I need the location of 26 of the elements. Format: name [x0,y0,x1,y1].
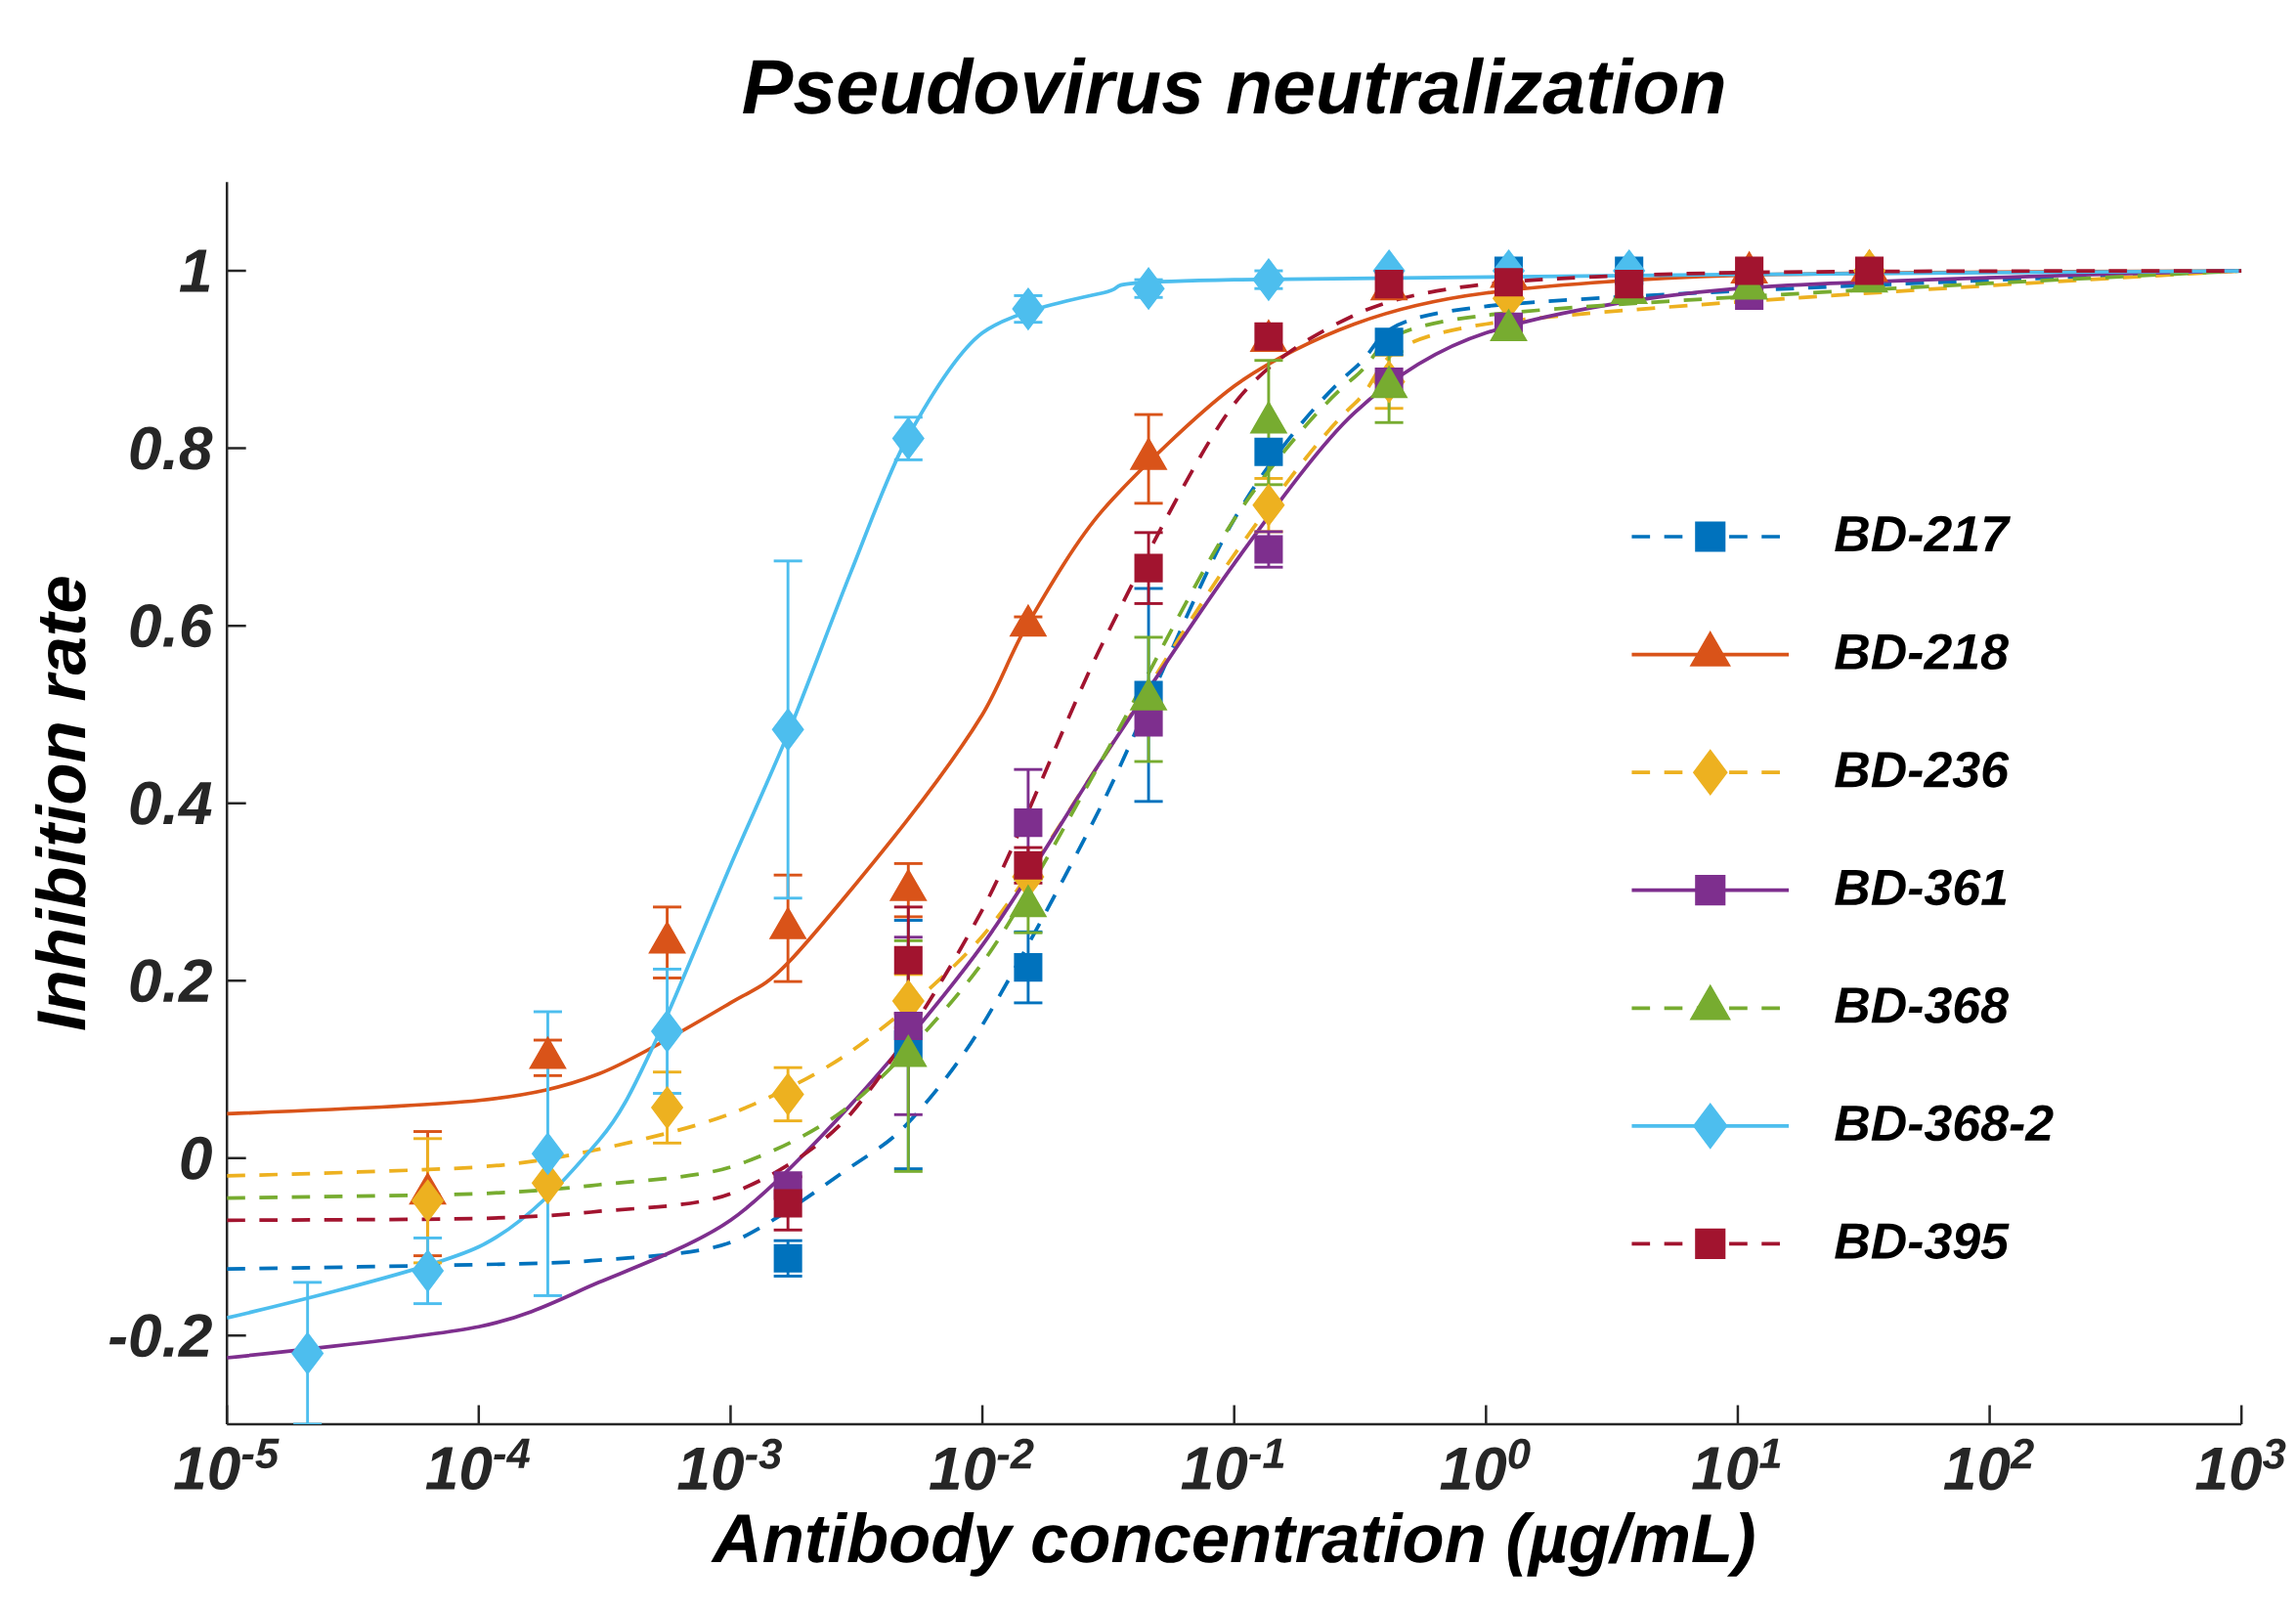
x-tick-label: 10$^{-3}$ [677,1438,782,1491]
legend-label: BD-368 [1835,987,2009,1023]
x-tick-label: 10$^{-1}$ [1181,1438,1284,1490]
y-tick-label: 0 [181,1136,212,1180]
legend-label: BD-361 [1835,869,2007,906]
y-tick-label: 0.6 [130,604,213,648]
legend-label: BD-236 [1835,751,2010,788]
y-axis-title: Inhibition rate [34,577,86,1030]
y-tick-label: 0.8 [130,426,213,470]
x-tick-label: 10$^{-2}$ [930,1438,1034,1491]
x-tick-label: 10$^{3}$ [2195,1438,2286,1491]
y-tick-label: -0.2 [108,1314,212,1358]
y-tick-label: 1 [179,249,210,292]
chart-title: Pseudovirus neutralization [743,57,1724,114]
x-tick-label: 10$^{1}$ [1692,1438,1781,1490]
legend-label: BD-217 [1835,515,2012,551]
x-tick-label: 10$^{-4}$ [425,1438,531,1490]
legend-label: BD-368-2 [1835,1105,2054,1142]
y-tick-label: 0.2 [130,959,212,1003]
x-tick-label: 10$^{0}$ [1440,1438,1531,1491]
legend-label: BD-395 [1835,1223,2010,1259]
x-tick-label: 10$^{2}$ [1943,1438,2034,1491]
x-axis-title: Antibody concentration (µg/mL) [711,1511,1754,1577]
y-tick-label: 0.4 [130,781,212,825]
legend-label: BD-218 [1835,633,2009,671]
x-tick-label: 10$^{-5}$ [174,1438,280,1490]
